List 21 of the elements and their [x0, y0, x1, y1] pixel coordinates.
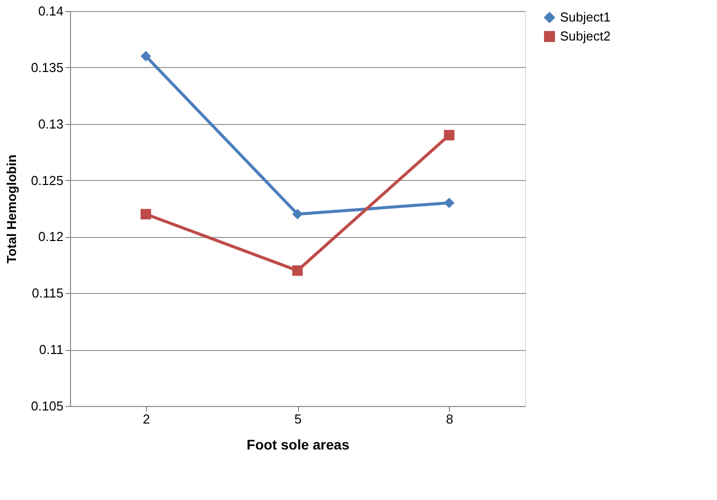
point [140, 50, 152, 62]
x-axis-title: Foot sole areas [246, 436, 350, 452]
y-tick-label: 0.13 [38, 116, 64, 132]
point [444, 130, 454, 140]
point [292, 265, 303, 276]
y-tick-label: 0.135 [30, 60, 64, 75]
legend-label: Subject1 [560, 10, 611, 24]
x-tick-label: 8 [446, 412, 454, 426]
point [292, 208, 303, 220]
y-tick-label: 0.115 [32, 286, 64, 301]
legend-label: Subject2 [560, 28, 611, 44]
y-tick-label: 0.14 [38, 4, 64, 18]
x-tick-label: 2 [142, 412, 150, 426]
y-tick-label: 0.12 [38, 229, 64, 244]
y-tick-label: 0.105 [30, 398, 64, 414]
point [444, 198, 454, 208]
y-tick-label: 0.11 [39, 342, 64, 358]
x-tick-label: 5 [294, 412, 302, 426]
point [140, 208, 152, 220]
y-tick-label: 0.125 [30, 172, 64, 188]
y-axis-title: Total Hemoglobin [4, 154, 19, 264]
